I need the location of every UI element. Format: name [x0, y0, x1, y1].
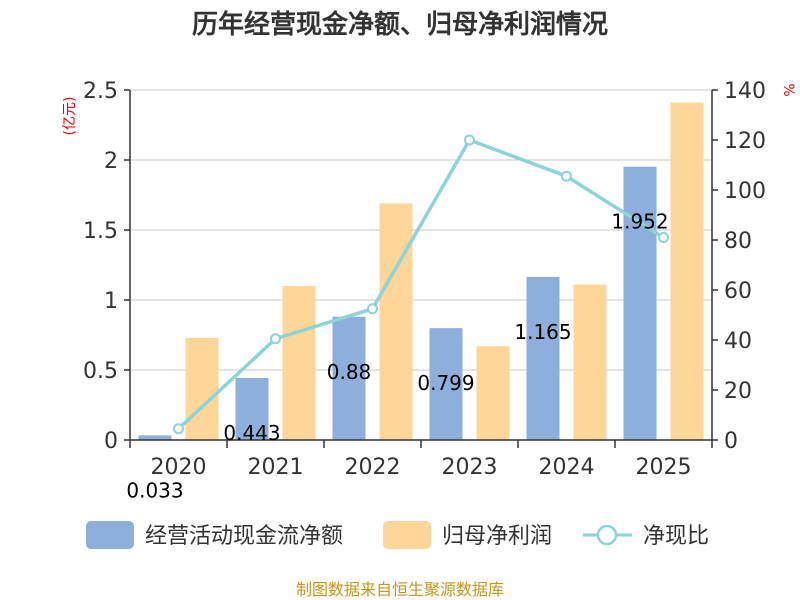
profit-bar	[185, 337, 219, 440]
right-axis-unit: %	[780, 83, 796, 96]
right-tick-label: 0	[724, 429, 738, 454]
ratio-line-path	[177, 137, 665, 431]
cashflow-value-label: 1.952	[611, 210, 668, 234]
cashflow-bar	[138, 435, 172, 440]
legend-swatch-profit	[383, 521, 431, 549]
x-tick-label: 2022	[345, 455, 401, 480]
gridlines	[130, 89, 712, 371]
data-labels: 0.033 0.443 0.88 0.799 1.165 1.952	[126, 210, 668, 503]
x-tick-label: 2021	[248, 455, 304, 480]
right-tick-label: 60	[724, 279, 752, 304]
right-tick-label: 100	[724, 179, 766, 204]
x-tick-label: 2025	[636, 455, 692, 480]
profit-bar	[379, 203, 413, 440]
x-tick-label: 2024	[539, 455, 595, 480]
cashflow-value-label: 0.88	[327, 360, 372, 384]
legend-label-profit: 归母净利润	[442, 524, 552, 549]
ratio-point	[173, 423, 184, 435]
profit-bar	[476, 346, 510, 440]
bars	[138, 102, 704, 440]
legend-label-cashflow: 经营活动现金流净额	[145, 524, 343, 549]
left-axis-unit: (亿元)	[62, 97, 78, 136]
right-tick-label: 80	[724, 229, 752, 254]
right-tick-label: 20	[724, 379, 752, 404]
chart-title: 历年经营现金净额、归母净利润情况	[192, 9, 608, 40]
ratio-point	[561, 170, 572, 182]
ratio-line	[173, 134, 669, 435]
cashflow-bar	[429, 328, 463, 440]
cashflow-value-label: 0.443	[223, 421, 280, 445]
cashflow-value-label: 0.799	[417, 371, 474, 395]
left-tick-label: 2	[104, 149, 118, 174]
ratio-point	[270, 333, 281, 345]
right-tick-label: 40	[724, 329, 752, 354]
cashflow-bar	[526, 276, 560, 440]
left-tick-label: 1.5	[83, 219, 118, 244]
cashflow-bar	[332, 316, 366, 440]
cashflow-bar	[623, 166, 657, 440]
x-tick-label: 2020	[151, 455, 207, 480]
ratio-point	[658, 232, 669, 243]
left-tick-label: 0	[104, 429, 118, 454]
right-tick-label: 140	[724, 79, 766, 104]
source-note: 制图数据来自恒生聚源数据库	[296, 580, 504, 599]
legend: 经营活动现金流净额 归母净利润 净现比	[86, 521, 709, 549]
ratio-point	[464, 134, 475, 146]
x-tick-label: 2023	[442, 455, 498, 480]
legend-label-ratio: 净现比	[643, 524, 709, 549]
cashflow-value-label: 0.033	[126, 478, 183, 502]
axis-ticks: 0 0.5 1 1.5 2 2.5 0 20 40 60 80 100 120 140 2020 2021 20…	[83, 79, 766, 480]
left-tick-label: 0.5	[83, 359, 118, 384]
left-tick-label: 1	[104, 289, 118, 314]
left-tick-label: 2.5	[83, 79, 118, 104]
right-tick-label: 120	[724, 129, 766, 154]
ratio-point	[367, 303, 378, 315]
legend-swatch-ratio-marker	[596, 524, 618, 546]
cashflow-bar	[235, 377, 269, 440]
profit-bar	[573, 284, 607, 440]
profit-bar	[670, 102, 704, 440]
profit-bar	[282, 286, 316, 440]
cashflow-value-label: 1.165	[514, 320, 571, 344]
legend-swatch-cashflow	[86, 521, 134, 549]
